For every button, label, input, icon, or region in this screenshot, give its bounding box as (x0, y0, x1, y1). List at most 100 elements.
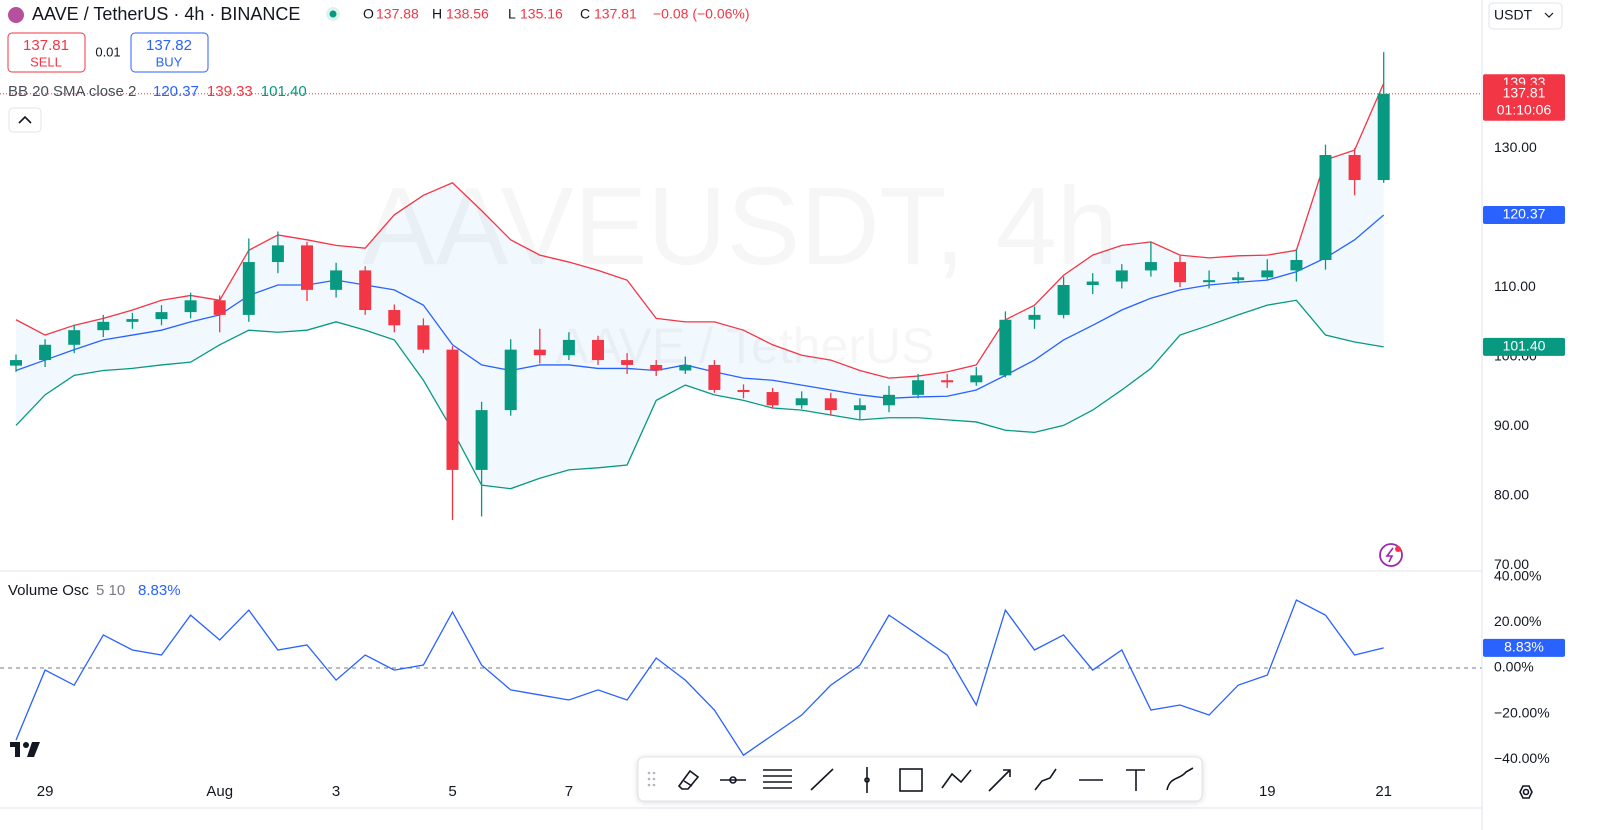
sell-label: SELL (30, 54, 62, 69)
legend-value: 139.33 (207, 83, 253, 100)
indicator-legend: 120.37 139.33 101.40 (153, 83, 307, 100)
candle-body (999, 319, 1012, 376)
candle-body (242, 262, 255, 315)
candle-body (1115, 270, 1128, 282)
price-axis (1482, 0, 1600, 830)
candle-body (126, 319, 139, 322)
sell-button[interactable] (7, 32, 86, 73)
plot-area: 29 Aug 3 5 7 19 21 (0, 52, 1482, 800)
price-label-box (1483, 84, 1565, 121)
y-tick-label: 0.00% (1494, 659, 1534, 675)
candle-body (97, 321, 110, 331)
eraser-tool[interactable] (677, 769, 700, 790)
candle-body (883, 394, 895, 406)
trend-line-tool[interactable] (810, 768, 834, 791)
candle-body (621, 360, 634, 365)
ohlc-value: 137.88 (376, 6, 419, 22)
x-tick-label: 5 (448, 783, 456, 800)
legend-value: 101.40 (261, 83, 307, 100)
countdown: 01:10:06 (1497, 101, 1552, 117)
buy-label: BUY (156, 54, 183, 69)
candle-body (1086, 281, 1099, 285)
y-tick-label: 90.00 (1494, 417, 1529, 433)
brush-tool[interactable] (1166, 767, 1194, 791)
y-tick-label: 130.00 (1494, 139, 1537, 155)
candle-body (970, 375, 983, 383)
ohlc-key: C (580, 6, 590, 22)
alert-icon[interactable] (1379, 543, 1403, 567)
vertical-line-tool[interactable] (864, 767, 870, 793)
watermark-sub: AAVE / TetherUS (556, 318, 935, 374)
candle-body (301, 245, 313, 290)
candle-body (708, 364, 721, 390)
volume-title[interactable]: Volume Osc (8, 582, 89, 599)
price-change: −0.08 (−0.06%) (653, 6, 750, 22)
alert-badge (1395, 546, 1401, 552)
horizontal-ray-tool[interactable] (720, 776, 746, 784)
value-label: 8.83% (1504, 639, 1544, 655)
drawing-toolbar (637, 756, 1203, 802)
settings-button[interactable] (1519, 785, 1533, 799)
bb-line (15, 82, 1385, 379)
y-tick-label: 110.00 (1494, 278, 1536, 294)
candle-body (68, 330, 81, 345)
candle-body (39, 344, 52, 361)
candle-body (1319, 155, 1332, 260)
candle-body (795, 398, 808, 406)
candle-body (737, 389, 750, 393)
status-dot (329, 10, 337, 18)
bb-line (15, 299, 1384, 490)
candle-body (912, 380, 925, 395)
candle-body (1348, 155, 1361, 181)
rectangle-tool[interactable] (899, 768, 923, 792)
currency-select[interactable] (1488, 2, 1563, 30)
text-tool[interactable] (1126, 769, 1145, 791)
y-tick-label: 70.00 (1494, 556, 1529, 572)
candle-body (184, 300, 197, 313)
arrow-tool[interactable] (988, 769, 1011, 792)
candle-body (533, 349, 546, 356)
candle-body (504, 349, 517, 411)
y-tick-label: 40.00% (1494, 567, 1541, 583)
candle-body (475, 410, 488, 470)
candle-body (1203, 280, 1216, 283)
candle-body (1290, 259, 1303, 271)
candle-body (213, 300, 226, 315)
watermark: AAVEUSDT, 4h (362, 165, 1118, 288)
candle-body (446, 349, 459, 470)
candle-body (1174, 262, 1186, 283)
candle-body (650, 364, 663, 371)
fib-tool[interactable] (763, 769, 792, 789)
ohlc-key: O (363, 6, 374, 22)
candle-body (1261, 270, 1274, 278)
ohlc-key: H (432, 6, 442, 22)
path-tool[interactable] (941, 769, 972, 789)
price-label-box (1483, 337, 1565, 356)
candle-body (853, 405, 866, 411)
candle-body (941, 380, 954, 383)
collapse-button[interactable] (8, 107, 42, 133)
price-label: 137.81 (1503, 84, 1546, 100)
buy-button[interactable] (130, 32, 209, 73)
symbol-title[interactable]: AAVE / TetherUS · 4h · BINANCE (32, 4, 300, 24)
tv-logo (10, 742, 40, 757)
candle-body (1144, 262, 1157, 271)
buy-price: 137.82 (146, 37, 192, 54)
x-tick-label: Aug (206, 783, 233, 800)
y-tick-label: 80.00 (1494, 486, 1529, 502)
price-label: 120.37 (1503, 206, 1546, 222)
candle-body (1057, 285, 1070, 315)
osc-line (15, 599, 1384, 757)
value-label-box (1483, 638, 1565, 657)
sell-price: 137.81 (23, 37, 69, 54)
volume-params: 5 10 (96, 582, 125, 599)
polyline-tool[interactable] (1034, 768, 1057, 791)
currency-caret (1544, 12, 1554, 18)
indicator-title[interactable]: BB 20 SMA close 2 (8, 83, 136, 100)
candle-body (592, 339, 604, 361)
candle-body (388, 310, 401, 326)
x-tick-label: 21 (1375, 783, 1392, 800)
collapse-icon (18, 115, 32, 124)
